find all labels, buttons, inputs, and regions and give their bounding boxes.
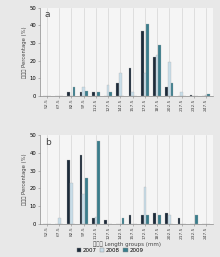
Bar (92, 92, 95, 96)
Bar (80, 92, 82, 96)
Bar (158, 215, 161, 224)
Bar (207, 94, 210, 96)
Bar (165, 87, 168, 96)
Bar (85, 178, 88, 224)
Legend: 2007, 2008, 2009: 2007, 2008, 2009 (75, 247, 145, 254)
X-axis label: 体长组 Length groups (mm): 体长组 Length groups (mm) (92, 242, 161, 247)
Bar (180, 92, 183, 96)
Bar (131, 92, 134, 96)
Bar (95, 217, 97, 224)
Bar (171, 84, 173, 96)
Bar (80, 155, 82, 224)
Bar (168, 62, 171, 96)
Bar (122, 218, 125, 224)
Bar (110, 92, 112, 96)
Bar (67, 92, 70, 96)
Bar (92, 218, 95, 224)
Text: b: b (45, 138, 51, 147)
Bar (141, 31, 143, 96)
Bar (116, 84, 119, 96)
Bar (165, 213, 168, 224)
Bar (146, 215, 149, 224)
Bar (97, 92, 100, 96)
Bar (195, 215, 198, 224)
Bar (153, 57, 156, 96)
Bar (82, 87, 85, 96)
Bar (141, 215, 143, 224)
Bar (178, 218, 180, 224)
Bar (82, 194, 85, 224)
Bar (190, 95, 192, 96)
Bar (119, 73, 122, 96)
Bar (107, 85, 110, 96)
Bar (168, 215, 171, 224)
Bar (58, 218, 60, 224)
Bar (143, 73, 146, 96)
Bar (153, 213, 156, 224)
Y-axis label: 百分数 Percentage (%): 百分数 Percentage (%) (22, 154, 27, 205)
Bar (104, 220, 107, 224)
Bar (67, 160, 70, 224)
Y-axis label: 百分数 Percentage (%): 百分数 Percentage (%) (22, 26, 27, 78)
Bar (205, 95, 207, 96)
Bar (128, 68, 131, 96)
Bar (128, 215, 131, 224)
Bar (70, 183, 73, 224)
Bar (73, 87, 75, 96)
Text: a: a (45, 10, 50, 19)
Bar (156, 55, 158, 96)
Bar (146, 24, 149, 96)
Bar (97, 141, 100, 224)
Bar (143, 187, 146, 224)
Bar (158, 45, 161, 96)
Bar (85, 90, 88, 96)
